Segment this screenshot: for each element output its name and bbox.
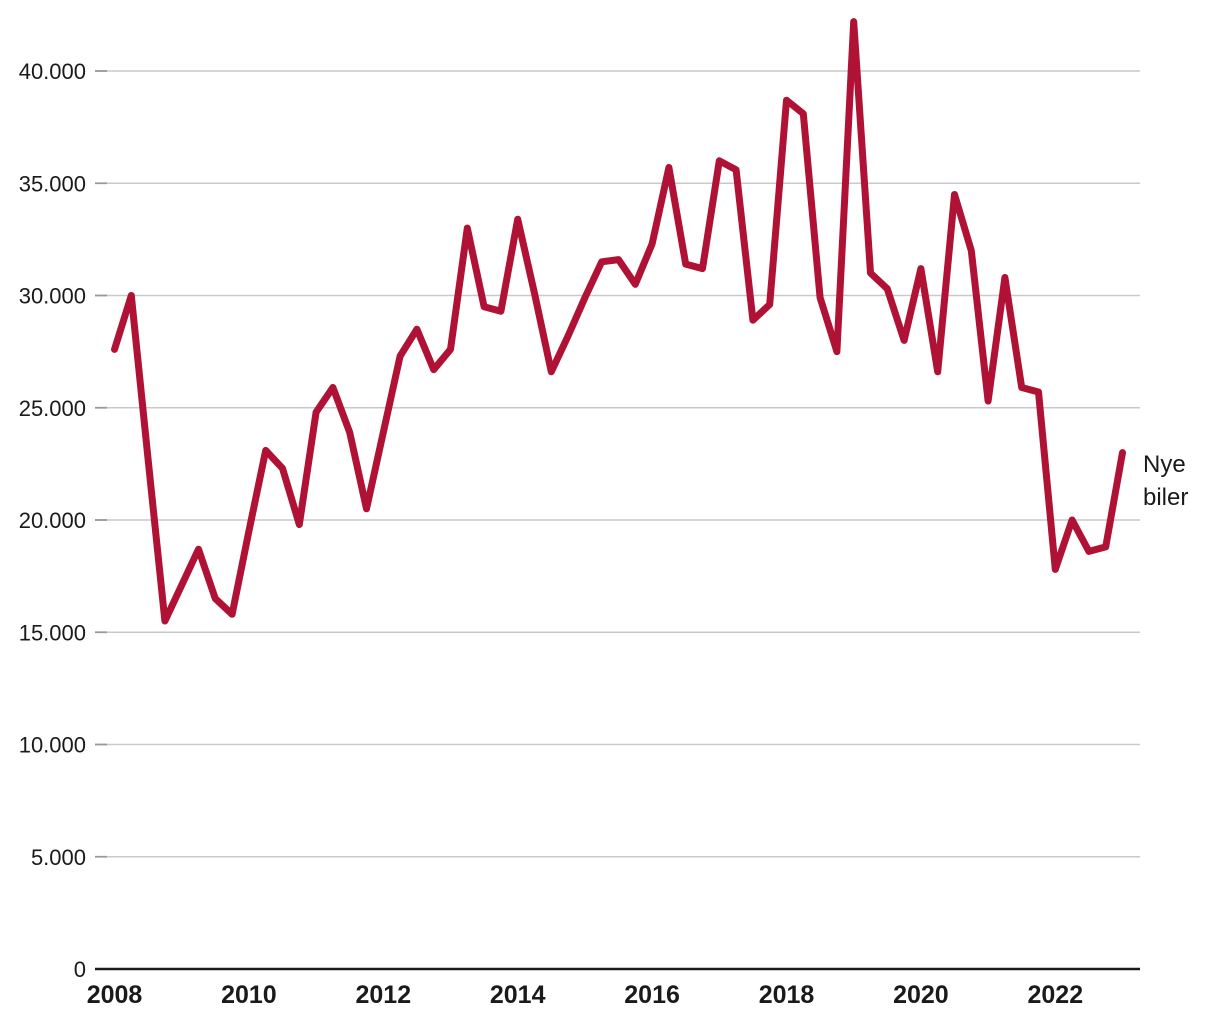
x-axis-label: 2010 — [221, 981, 277, 1009]
x-axis-label: 2020 — [893, 981, 949, 1009]
data-line — [111, 18, 1126, 625]
x-axis-label: 2008 — [87, 981, 143, 1009]
x-axis-label: 2018 — [759, 981, 815, 1009]
x-axis-label: 2016 — [624, 981, 680, 1009]
series-label-line1: Nye — [1143, 451, 1186, 478]
x-axis-label: 2012 — [355, 981, 411, 1009]
y-axis-label: 20.000 — [19, 508, 86, 533]
y-axis-label: 25.000 — [19, 396, 86, 421]
y-axis-label: 15.000 — [19, 620, 86, 645]
series-label: Nye biler — [1143, 448, 1188, 514]
y-axis-label: 40.000 — [19, 59, 86, 84]
y-axis-label: 0 — [74, 957, 86, 982]
y-axis-label: 35.000 — [19, 171, 86, 196]
y-axis-label: 30.000 — [19, 284, 86, 309]
x-axis-label: 2022 — [1027, 981, 1083, 1009]
x-axis-label: 2014 — [490, 981, 546, 1009]
y-axis-label: 5.000 — [31, 845, 86, 870]
series-label-line2: biler — [1143, 484, 1189, 511]
y-axis-label: 10.000 — [19, 733, 86, 758]
